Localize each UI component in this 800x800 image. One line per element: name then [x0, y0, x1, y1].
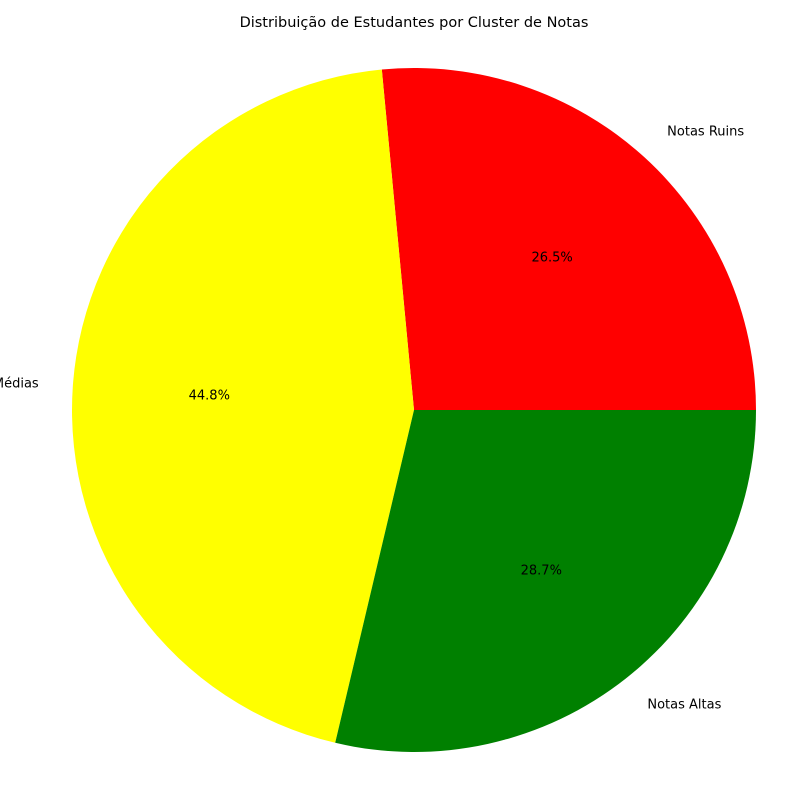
- category-label-notas-medias: Notas Médias: [0, 377, 39, 392]
- pie-slice-notas-altas: [335, 410, 756, 752]
- pie-group: 26.5% Notas Ruins 44.8% Notas Médias 28.7% No…: [0, 67, 756, 752]
- category-label-notas-ruins: Notas Ruins: [667, 124, 744, 139]
- pct-label-notas-medias: 44.8%: [189, 388, 230, 403]
- pct-label-notas-altas: 28.7%: [521, 563, 562, 578]
- pie-slice-notas-medias: [71, 69, 414, 743]
- chart-title: Distribuição de Estudantes por Cluster d…: [240, 15, 589, 31]
- pie-slice-notas-ruins: [381, 67, 756, 410]
- pct-label-notas-ruins: 26.5%: [531, 251, 572, 266]
- category-label-notas-altas: Notas Altas: [647, 698, 721, 713]
